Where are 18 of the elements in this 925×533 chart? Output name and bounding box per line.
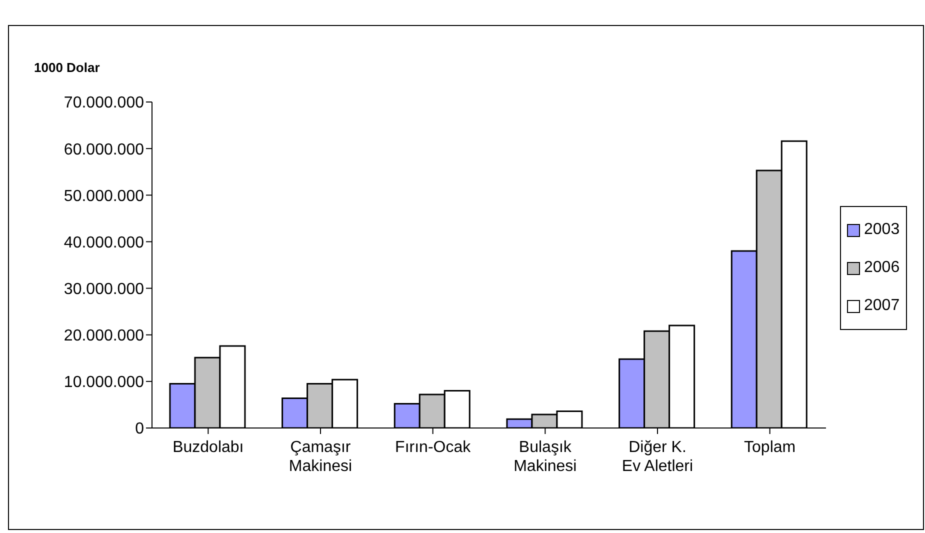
legend-label: 2007 [864,297,900,315]
x-tick-label: Buzdolabı [172,439,244,456]
legend-label: 2003 [864,221,900,239]
y-tick-label: 70.000.000 [64,94,144,112]
y-tick-label: 0 [135,420,144,438]
y-tick-label: 50.000.000 [64,188,144,205]
legend-label: 2006 [864,259,900,277]
y-axis-title: 1000 Dolar [34,60,100,75]
y-tick-label: 20.000.000 [64,328,144,345]
x-tick-label: Diğer K. Ev Aletleri [622,439,694,475]
x-tick-label: Çamaşır Makinesi [288,439,352,475]
x-tick-label: Fırın-Ocak [395,439,472,456]
y-tick-label: 10.000.000 [64,374,144,392]
x-tick-label: Toplam [744,439,796,456]
y-tick-label: 40.000.000 [64,234,144,252]
y-tick-label: 30.000.000 [64,280,144,298]
y-tick-label: 60.000.000 [64,141,144,158]
x-tick-label: Bulaşık Makinesi [514,439,577,475]
